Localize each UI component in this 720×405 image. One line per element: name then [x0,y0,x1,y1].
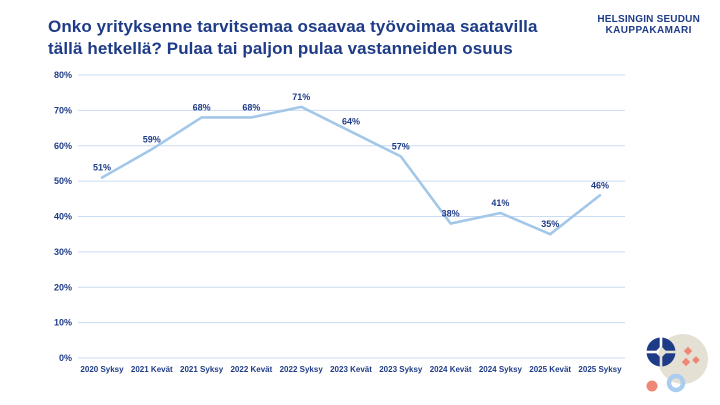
x-axis-label: 2025 Syksy [578,365,622,374]
x-axis-label: 2024 Kevät [430,365,472,374]
y-axis-label: 80% [54,70,72,80]
y-axis-label: 50% [54,176,72,186]
chart-title: Onko yrityksenne tarvitsemaa osaavaa työ… [48,16,538,60]
data-point-label: 64% [342,117,360,127]
chart-title-line1: Onko yrityksenne tarvitsemaa osaavaa työ… [48,17,538,36]
x-axis-label: 2025 Kevät [529,365,571,374]
chart-title-line2: tällä hetkellä? Pulaa tai paljon pulaa v… [48,39,513,58]
deco-salmon-dot [646,380,658,392]
x-axis-label: 2022 Kevät [230,365,272,374]
data-point-label: 35% [541,219,559,229]
y-axis-label: 20% [54,282,72,292]
data-series-line [100,105,602,236]
deco-diamond-3 [692,356,700,364]
x-axis-label: 2021 Syksy [180,365,224,374]
x-axis-label: 2023 Kevät [330,365,372,374]
data-point-label: 68% [193,102,211,112]
x-axis-label: 2020 Syksy [80,365,124,374]
data-point-label: 46% [591,180,609,190]
x-axis-label: 2023 Syksy [379,365,423,374]
y-axis-label: 60% [54,141,72,151]
deco-ring-icon [666,373,686,393]
data-point-label: 51% [93,163,111,173]
y-axis-label: 10% [54,318,72,328]
x-axis-label: 2021 Kevät [131,365,173,374]
decorative-graphic [646,334,708,393]
data-point-label: 41% [491,198,509,208]
y-axis-label: 40% [54,212,72,222]
data-point-label: 68% [242,102,260,112]
data-point-label: 57% [392,141,410,151]
deco-compass-icon [646,337,676,367]
data-point-label: 71% [292,92,310,102]
org-logo: HELSINGIN SEUDUN KAUPPAKAMARI [597,14,700,36]
logo-line1: HELSINGIN SEUDUN [597,14,700,25]
data-point-label: 38% [442,209,460,219]
x-axis-label: 2022 Syksy [280,365,324,374]
y-axis-label: 0% [59,353,72,363]
y-axis-label: 30% [54,247,72,257]
line-chart: 0% 10% 20% 30% 40% 50% 60% 70% 80% 51% 2020 Syksy 5… [54,70,625,374]
y-axis-label: 70% [54,105,72,115]
logo-line2: KAUPPAKAMARI [605,25,692,36]
x-axis-label: 2024 Syksy [479,365,523,374]
data-point-label: 59% [143,134,161,144]
